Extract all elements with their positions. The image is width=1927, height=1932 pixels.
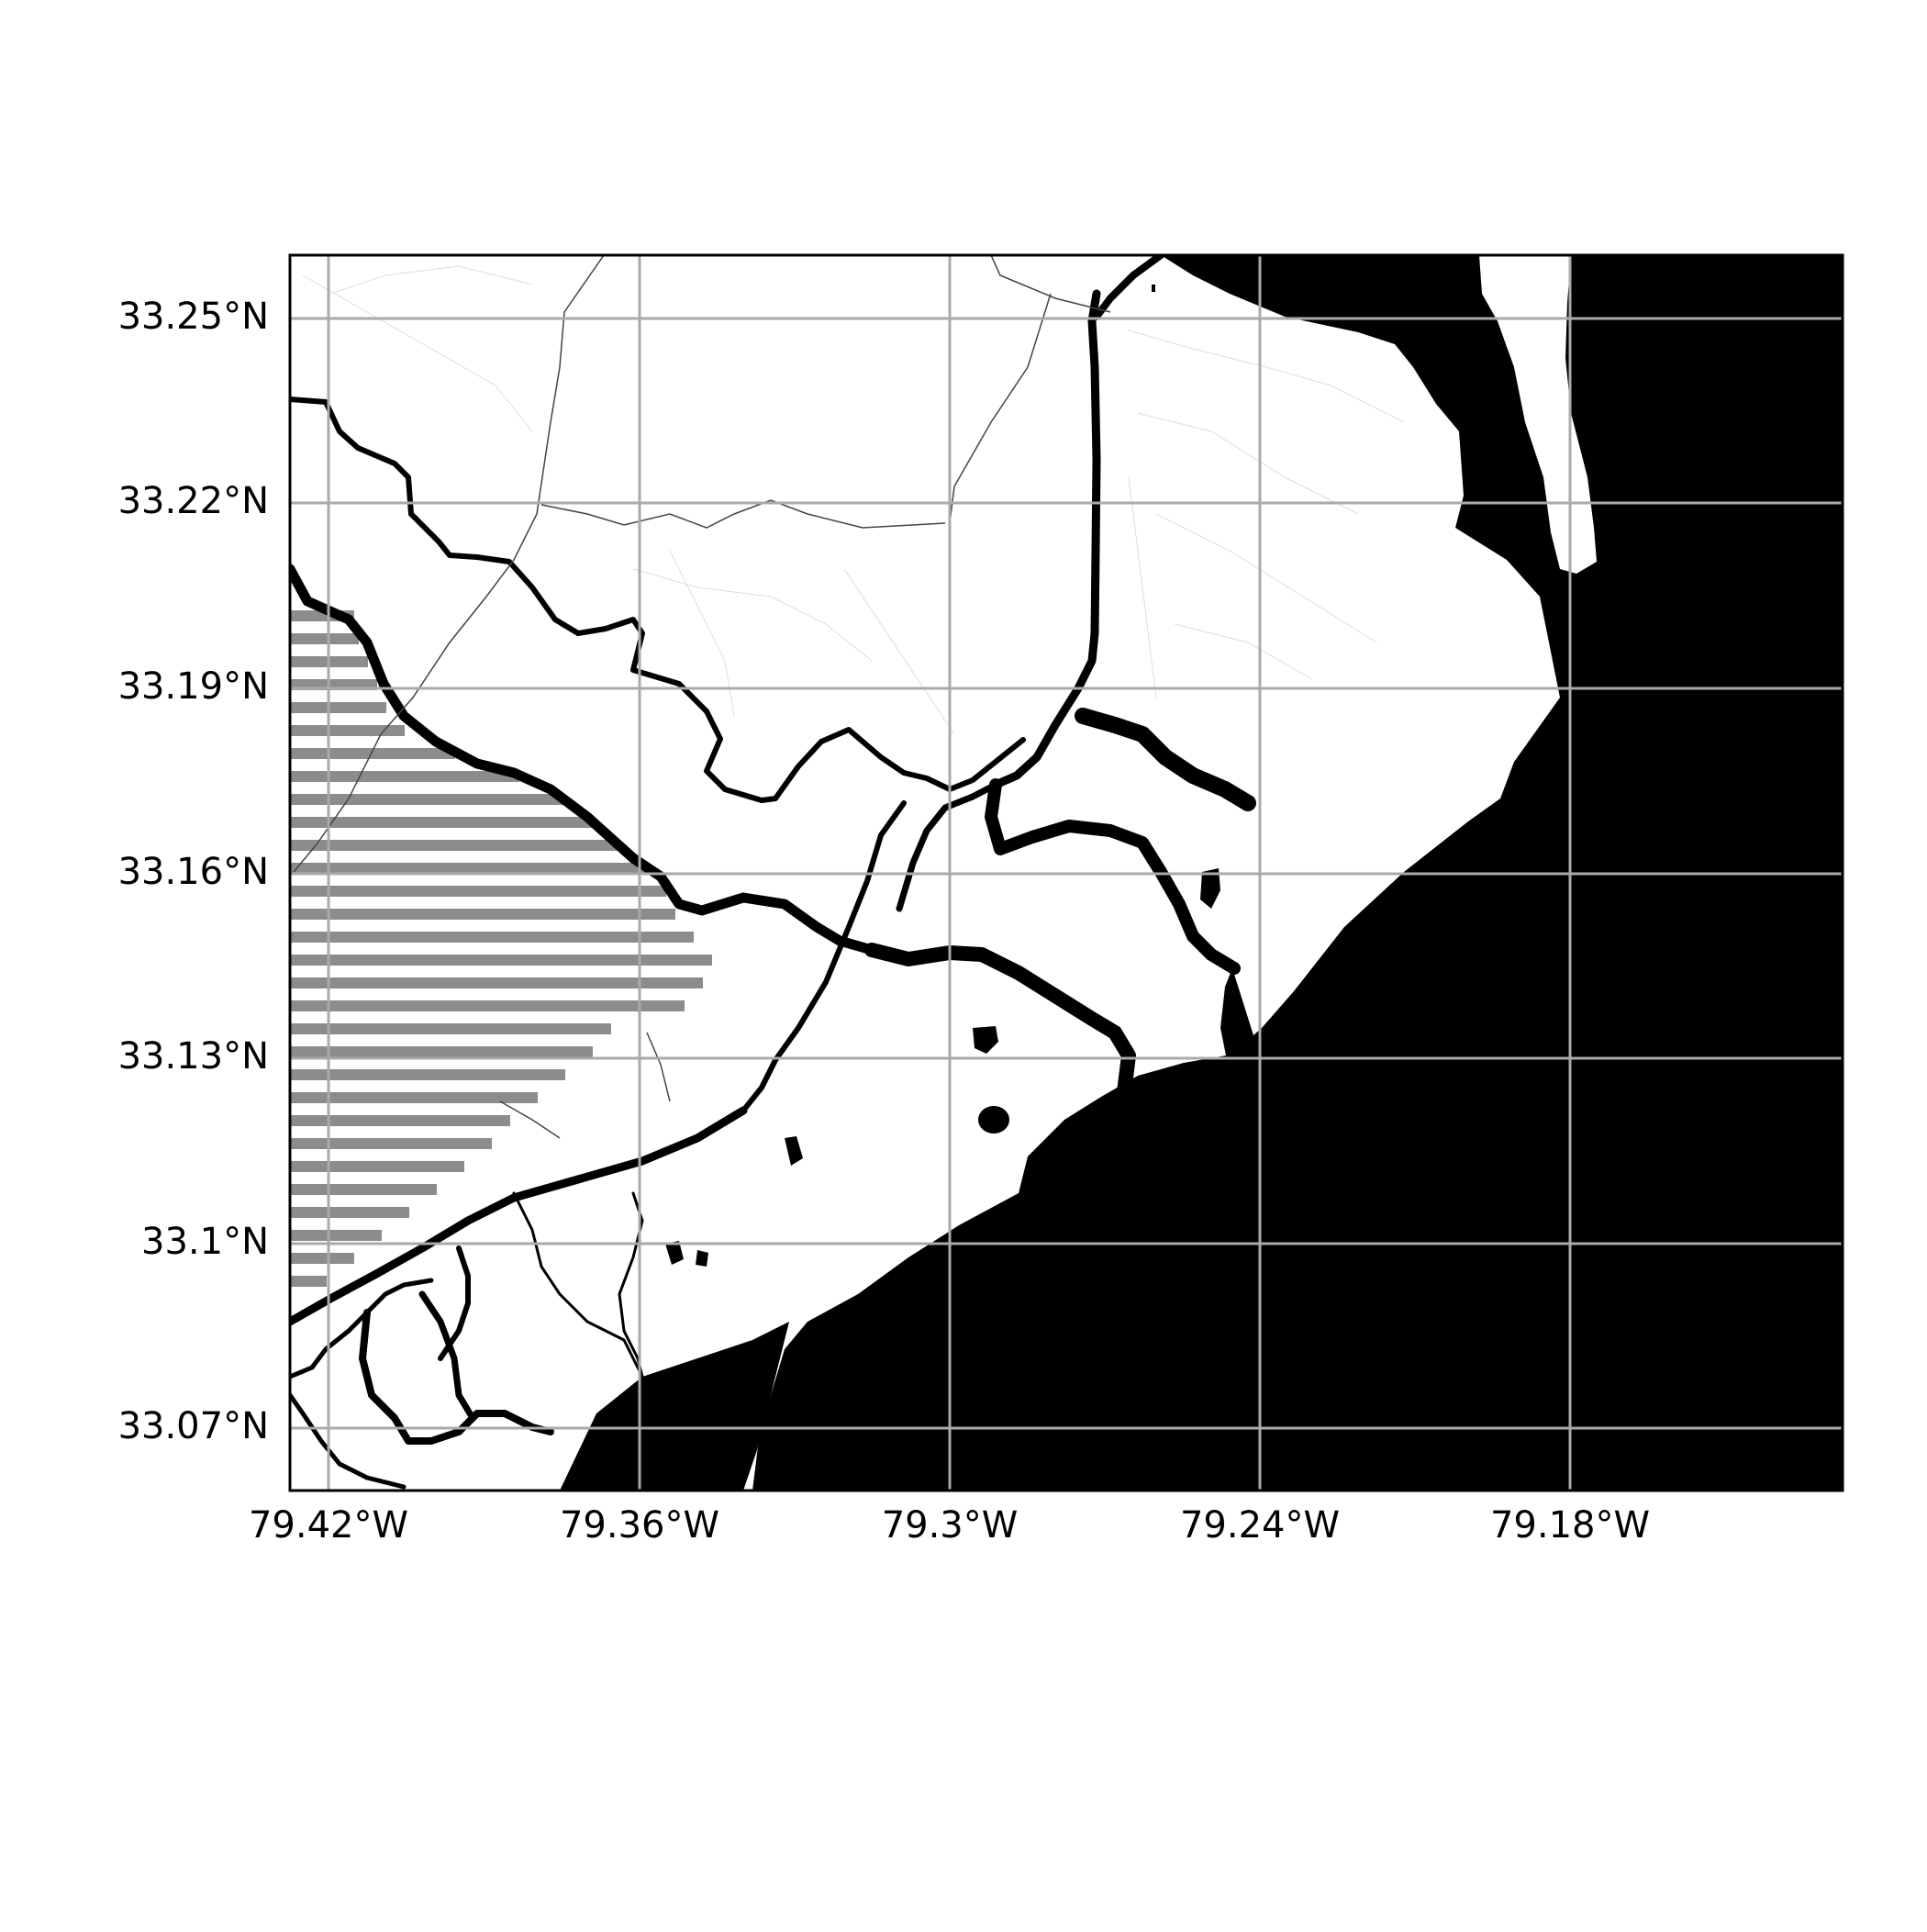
lat-label-33-19: 33.19°N xyxy=(118,665,269,708)
map-plot-area[interactable] xyxy=(290,255,1843,1491)
roads xyxy=(293,255,1111,1139)
lat-label-33-1: 33.1°N xyxy=(141,1221,269,1263)
latitude-labels: 33.25°N 33.22°N 33.19°N 33.16°N 33.13°N … xyxy=(118,296,269,1447)
map-frame xyxy=(288,253,1844,1492)
south-creek-7 xyxy=(618,1191,644,1379)
lat-label-33-07: 33.07°N xyxy=(118,1405,269,1447)
intracoastal-waterway xyxy=(290,1106,748,1326)
road-1 xyxy=(293,255,605,873)
main-river-west xyxy=(290,564,877,955)
lon-label-79-42: 79.42°W xyxy=(249,1504,408,1547)
road-5 xyxy=(646,1032,671,1102)
lon-label-79-3: 79.3°W xyxy=(882,1504,1019,1547)
south-loop-channel xyxy=(985,778,1241,975)
northeast-channel xyxy=(1075,708,1256,811)
lat-label-33-22: 33.22°N xyxy=(118,480,269,522)
lat-label-33-16: 33.16°N xyxy=(118,851,269,893)
upper-north-waterway xyxy=(1093,255,1164,320)
sampit-branch xyxy=(896,781,999,912)
longitude-labels: 79.42°W 79.36°W 79.3°W 79.24°W 79.18°W xyxy=(249,1504,1650,1547)
barrier-island xyxy=(1479,255,1597,574)
minor-roads xyxy=(302,265,1405,735)
lon-label-79-36: 79.36°W xyxy=(560,1504,719,1547)
marsh-hatching xyxy=(290,610,712,1287)
lon-label-79-24: 79.24°W xyxy=(1180,1504,1340,1547)
road-4 xyxy=(990,255,1111,313)
south-creek-2 xyxy=(359,1309,554,1445)
lat-label-33-25: 33.25°N xyxy=(118,296,269,338)
road-3 xyxy=(949,293,1052,524)
road-2 xyxy=(540,499,946,529)
south-creek-6 xyxy=(512,1191,644,1379)
main-river-east xyxy=(864,943,1136,1118)
graticule xyxy=(290,255,1843,1491)
inner-channel xyxy=(741,800,907,1113)
waccamaw-channel xyxy=(991,289,1101,789)
south-creek-5 xyxy=(290,1392,407,1490)
south-creek-3 xyxy=(418,1290,476,1422)
lon-label-79-18: 79.18°W xyxy=(1490,1504,1650,1547)
south-inlet-water xyxy=(560,1322,789,1491)
south-creek-1 xyxy=(290,1278,434,1379)
water-features xyxy=(665,285,1220,1267)
lat-label-33-13: 33.13°N xyxy=(118,1035,269,1078)
south-creek-4 xyxy=(438,1245,471,1361)
rivers xyxy=(290,255,1256,1490)
road-6 xyxy=(499,1100,561,1139)
